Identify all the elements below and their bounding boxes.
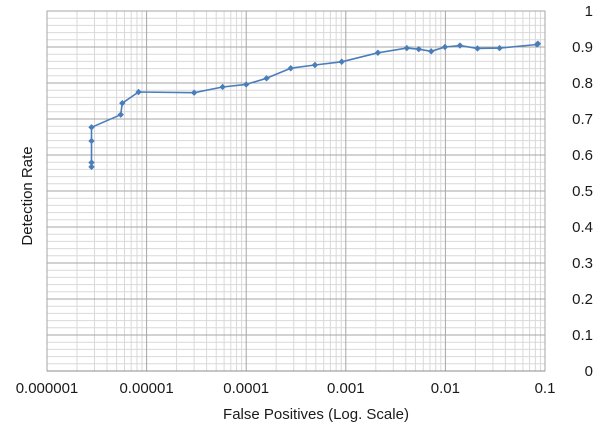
y-axis-title: Detection Rate [19, 146, 36, 245]
y-tick-label: 0 [585, 363, 593, 380]
data-point [427, 48, 435, 55]
major-gridlines [46, 10, 546, 372]
x-tick-label: 0.001 [327, 380, 365, 397]
data-point [403, 44, 411, 52]
data-point [287, 65, 294, 72]
data-point [534, 40, 542, 47]
data-point [88, 137, 95, 145]
y-tick-label: 0.3 [572, 255, 593, 272]
x-tick-label: 0.01 [431, 380, 460, 397]
data-point [496, 44, 503, 52]
x-tick-label: 0.0001 [223, 380, 269, 397]
data-point [441, 43, 449, 51]
data-point [219, 83, 226, 91]
data-point [374, 49, 382, 56]
data-point [190, 89, 198, 96]
series-line [90, 43, 539, 167]
x-tick-label: 0.1 [535, 380, 556, 397]
data-point [243, 81, 250, 88]
y-tick-label: 0.6 [572, 147, 593, 164]
data-point [311, 61, 319, 69]
y-tick-label: 1 [585, 3, 593, 20]
data-point [88, 159, 95, 166]
y-tick-label: 0.5 [572, 183, 593, 200]
data-point [263, 75, 270, 82]
data-point [474, 45, 481, 52]
y-tick-label: 0.8 [572, 75, 593, 92]
data-point [88, 124, 95, 131]
y-tick-label: 0.1 [572, 327, 593, 344]
tick-labels: 0.000001 0.00001 0.0001 0.001 0.01 0.1 0 0.1 0.2… [16, 3, 593, 397]
data-point [456, 42, 464, 49]
data-point [117, 111, 124, 118]
data-point [88, 163, 95, 171]
data-point [415, 45, 422, 53]
x-axis-title: False Positives (Log. Scale) [223, 406, 409, 423]
data-point [338, 58, 345, 65]
data-point [135, 88, 142, 96]
series-layer [88, 40, 542, 171]
x-tick-label: 0.00001 [119, 380, 173, 397]
y-tick-label: 0.4 [572, 219, 593, 236]
y-tick-label: 0.9 [572, 39, 593, 56]
y-tick-label: 0.7 [572, 111, 593, 128]
y-tick-label: 0.2 [572, 291, 593, 308]
data-point [119, 99, 126, 107]
x-tick-label: 0.000001 [16, 380, 79, 397]
